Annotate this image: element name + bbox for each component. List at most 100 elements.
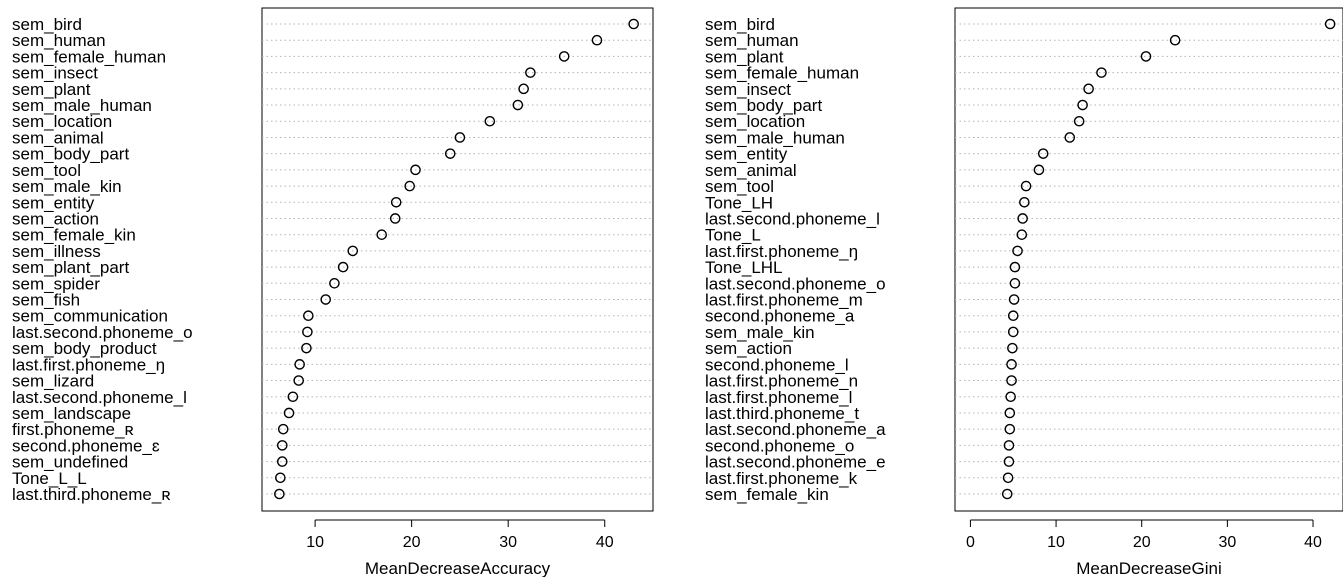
data-point [1005,391,1016,403]
variable-label: last.first.phoneme_k [705,469,858,488]
data-point [283,407,295,419]
variable-label: sem_female_human [12,47,166,66]
data-point [301,342,312,354]
variable-label: last.first.phoneme_n [705,372,858,391]
x-tick-label: 30 [499,534,517,551]
x-tick-label: 40 [1304,534,1322,551]
data-point [1007,342,1018,354]
x-tick-label: 10 [1047,534,1065,551]
data-point [1019,196,1030,208]
variable-label: sem_bird [12,15,82,34]
data-point [276,456,288,467]
variable-label: sem_insect [705,80,791,99]
data-point [1140,51,1152,62]
data-point [303,310,314,322]
variable-label: sem_landscape [12,404,131,423]
variable-label: sem_undefined [12,453,128,472]
data-point [1006,359,1017,370]
x-tick-label: 20 [1133,534,1151,551]
x-tick-label: 10 [306,534,324,551]
data-point [274,488,285,500]
x-tick-label: 0 [966,534,975,551]
data-point [1007,310,1019,322]
variable-label: sem_fish [12,291,80,310]
data-point [1037,148,1049,159]
variable-label: sem_tool [12,161,81,180]
variable-label: last.first.phoneme_m [705,291,863,310]
panel-mean-decrease-accuracy: sem_birdsem_humansem_female_humansem_ins… [12,7,654,577]
data-point [1003,440,1015,451]
data-point [1007,326,1019,338]
x-axis-title: MeanDecreaseGini [1076,559,1222,577]
variable-label: sem_female_kin [705,485,829,504]
variable-label: sem_male_human [12,96,152,115]
variable-label: sem_illness [12,242,101,261]
data-point [390,196,402,208]
variable-label: sem_bird [705,15,775,34]
variable-label: second.phoneme_ɛ [12,436,160,455]
data-point [1012,245,1023,257]
variable-label: Tone_LH [705,193,773,212]
data-point [1324,18,1336,30]
variable-label: last.second.phoneme_l [705,209,880,228]
data-point [1009,278,1021,289]
data-point [347,245,359,257]
data-point [404,180,416,192]
variable-label: last.second.phoneme_l [12,388,187,407]
panel-mean-decrease-gini: sem_birdsem_humansem_plantsem_female_hum… [705,7,1343,577]
x-tick-label: 40 [596,534,614,551]
variable-label: sem_location [12,112,112,131]
variable-label: sem_female_kin [12,226,136,245]
variable-label: last.second.phoneme_o [12,323,193,342]
data-point [376,229,388,240]
data-point [337,261,349,273]
data-point [1033,164,1045,176]
variable-label: last.second.phoneme_a [705,420,886,439]
variable-label: sem_entity [12,193,95,212]
data-point [329,278,340,289]
data-point [1064,132,1076,143]
data-point [302,326,313,338]
variable-label: sem_insect [12,64,98,83]
data-point [484,115,496,127]
variable-label: sem_body_part [12,145,129,164]
variable-label: sem_female_human [705,64,859,83]
data-point [294,359,305,370]
variable-label: sem_plant [12,80,91,99]
x-tick-label: 20 [403,534,421,551]
data-point [1006,375,1017,386]
data-point [512,99,524,111]
variable-label: sem_plant_part [12,258,129,277]
data-point [287,391,299,403]
variable-label: Tone_LHL [705,258,783,277]
data-point [558,51,570,62]
variable-label: sem_location [705,112,805,131]
variable-label: sem_plant [705,47,784,66]
data-point [1016,229,1028,240]
data-point [320,294,332,305]
variable-label: last.third.phoneme_t [705,404,859,423]
variable-label: last.third.phoneme_ʀ [12,485,171,504]
plot-frame [261,7,654,512]
data-point [1002,472,1014,484]
data-point [1020,180,1032,192]
variable-label: second.phoneme_a [705,307,855,326]
variable-label: sem_spider [12,274,100,293]
variable-label: sem_action [705,339,792,358]
variable-label: sem_animal [705,161,797,180]
data-point [1169,34,1181,46]
data-point [410,164,421,176]
data-point [1083,83,1094,95]
data-point [1001,488,1013,500]
variable-label: sem_communication [12,307,168,326]
data-point [1077,99,1088,111]
data-point [277,423,289,435]
variable-label: sem_body_part [705,96,822,115]
data-point [389,213,401,224]
data-point [1008,294,1020,305]
variable-label: last.first.phoneme_l [705,388,852,407]
variable-label: sem_human [12,31,106,50]
data-point [525,67,536,78]
plot-frame [954,7,1343,512]
